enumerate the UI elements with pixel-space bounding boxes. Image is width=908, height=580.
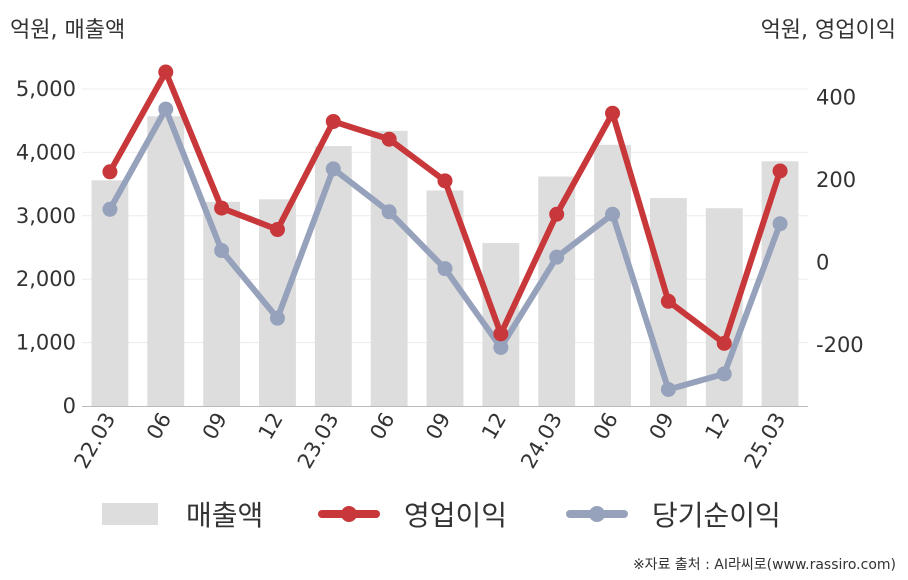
point-net-income — [214, 243, 230, 259]
point-net-income — [102, 201, 118, 217]
point-operating-profit — [493, 326, 509, 342]
point-operating-profit — [772, 163, 788, 179]
x-tick-label: 06 — [142, 409, 176, 444]
left-tick-label: 2,000 — [16, 267, 76, 291]
x-tick-label: 06 — [365, 409, 399, 444]
x-tick-label: 06 — [589, 409, 623, 444]
point-net-income — [381, 204, 397, 220]
legend-line-swatch — [566, 506, 628, 522]
x-tick-label: 09 — [645, 409, 679, 444]
left-tick-label: 3,000 — [16, 204, 76, 228]
right-tick-label: 200 — [816, 168, 856, 192]
point-net-income — [660, 382, 676, 398]
point-operating-profit — [716, 335, 732, 351]
point-net-income — [158, 101, 174, 117]
point-operating-profit — [214, 200, 230, 216]
point-operating-profit — [660, 293, 676, 309]
legend-marker-dot — [589, 506, 605, 522]
left-tick-label: 5,000 — [16, 77, 76, 101]
point-net-income — [605, 206, 621, 222]
x-tick-label: 12 — [700, 409, 734, 444]
x-tick-label: 25.03 — [740, 409, 791, 473]
legend-bar-swatch — [102, 503, 158, 525]
point-operating-profit — [269, 222, 285, 238]
point-net-income — [269, 310, 285, 326]
bar-sales — [203, 201, 241, 406]
left-tick-label: 4,000 — [16, 140, 76, 164]
left-tick-label: 1,000 — [16, 331, 76, 355]
point-operating-profit — [381, 131, 397, 147]
left-axis-unit: 억원, 매출액 — [10, 18, 126, 43]
legend-label-net-income: 당기순이익 — [652, 499, 781, 532]
legend-item-sales: 매출액 — [102, 494, 263, 534]
point-operating-profit — [437, 173, 453, 189]
right-tick-label: -200 — [816, 333, 864, 357]
bar-sales — [147, 116, 185, 407]
right-tick-label: 400 — [816, 86, 856, 110]
point-net-income — [716, 366, 732, 382]
x-tick-label: 12 — [477, 409, 511, 444]
point-net-income — [549, 249, 565, 265]
legend-item-operating-profit: 영업이익 — [318, 494, 507, 534]
point-net-income — [493, 339, 509, 355]
bar-sales — [426, 190, 464, 406]
right-axis-unit: 억원, 영업이익 — [760, 18, 896, 43]
bar-sales — [761, 161, 799, 406]
x-tick-label: 09 — [198, 409, 232, 444]
point-operating-profit — [605, 105, 621, 121]
legend-label-operating-profit: 영업이익 — [404, 499, 508, 532]
bar-sales — [314, 146, 352, 406]
bar-sales — [91, 180, 129, 406]
x-tick-label: 12 — [254, 409, 288, 444]
x-tick-label: 23.03 — [293, 409, 344, 473]
bar-sales — [370, 130, 408, 406]
left-tick-label: 0 — [63, 394, 76, 418]
legend-item-net-income: 당기순이익 — [566, 494, 781, 534]
point-net-income — [437, 261, 453, 277]
point-net-income — [325, 161, 341, 177]
combo-chart: 0 1,000 2,000 3,000 4,000 5,000 -200 0 200 400 22.… — [16, 64, 864, 473]
legend-line-swatch — [318, 506, 380, 522]
legend-label-sales: 매출액 — [186, 499, 264, 532]
right-tick-label: 0 — [816, 251, 829, 275]
source-note: ※자료 출처 : AI라씨로(www.rassiro.com) — [632, 557, 896, 573]
bar-sales — [594, 144, 631, 407]
x-tick-label: 24.03 — [516, 409, 567, 473]
point-operating-profit — [102, 164, 118, 180]
point-operating-profit — [158, 64, 174, 80]
point-operating-profit — [325, 113, 341, 129]
x-tick-label: 09 — [421, 409, 455, 444]
point-operating-profit — [549, 206, 565, 222]
legend-marker-dot — [341, 506, 357, 522]
point-net-income — [772, 216, 788, 232]
x-tick-label: 22.03 — [69, 409, 120, 473]
